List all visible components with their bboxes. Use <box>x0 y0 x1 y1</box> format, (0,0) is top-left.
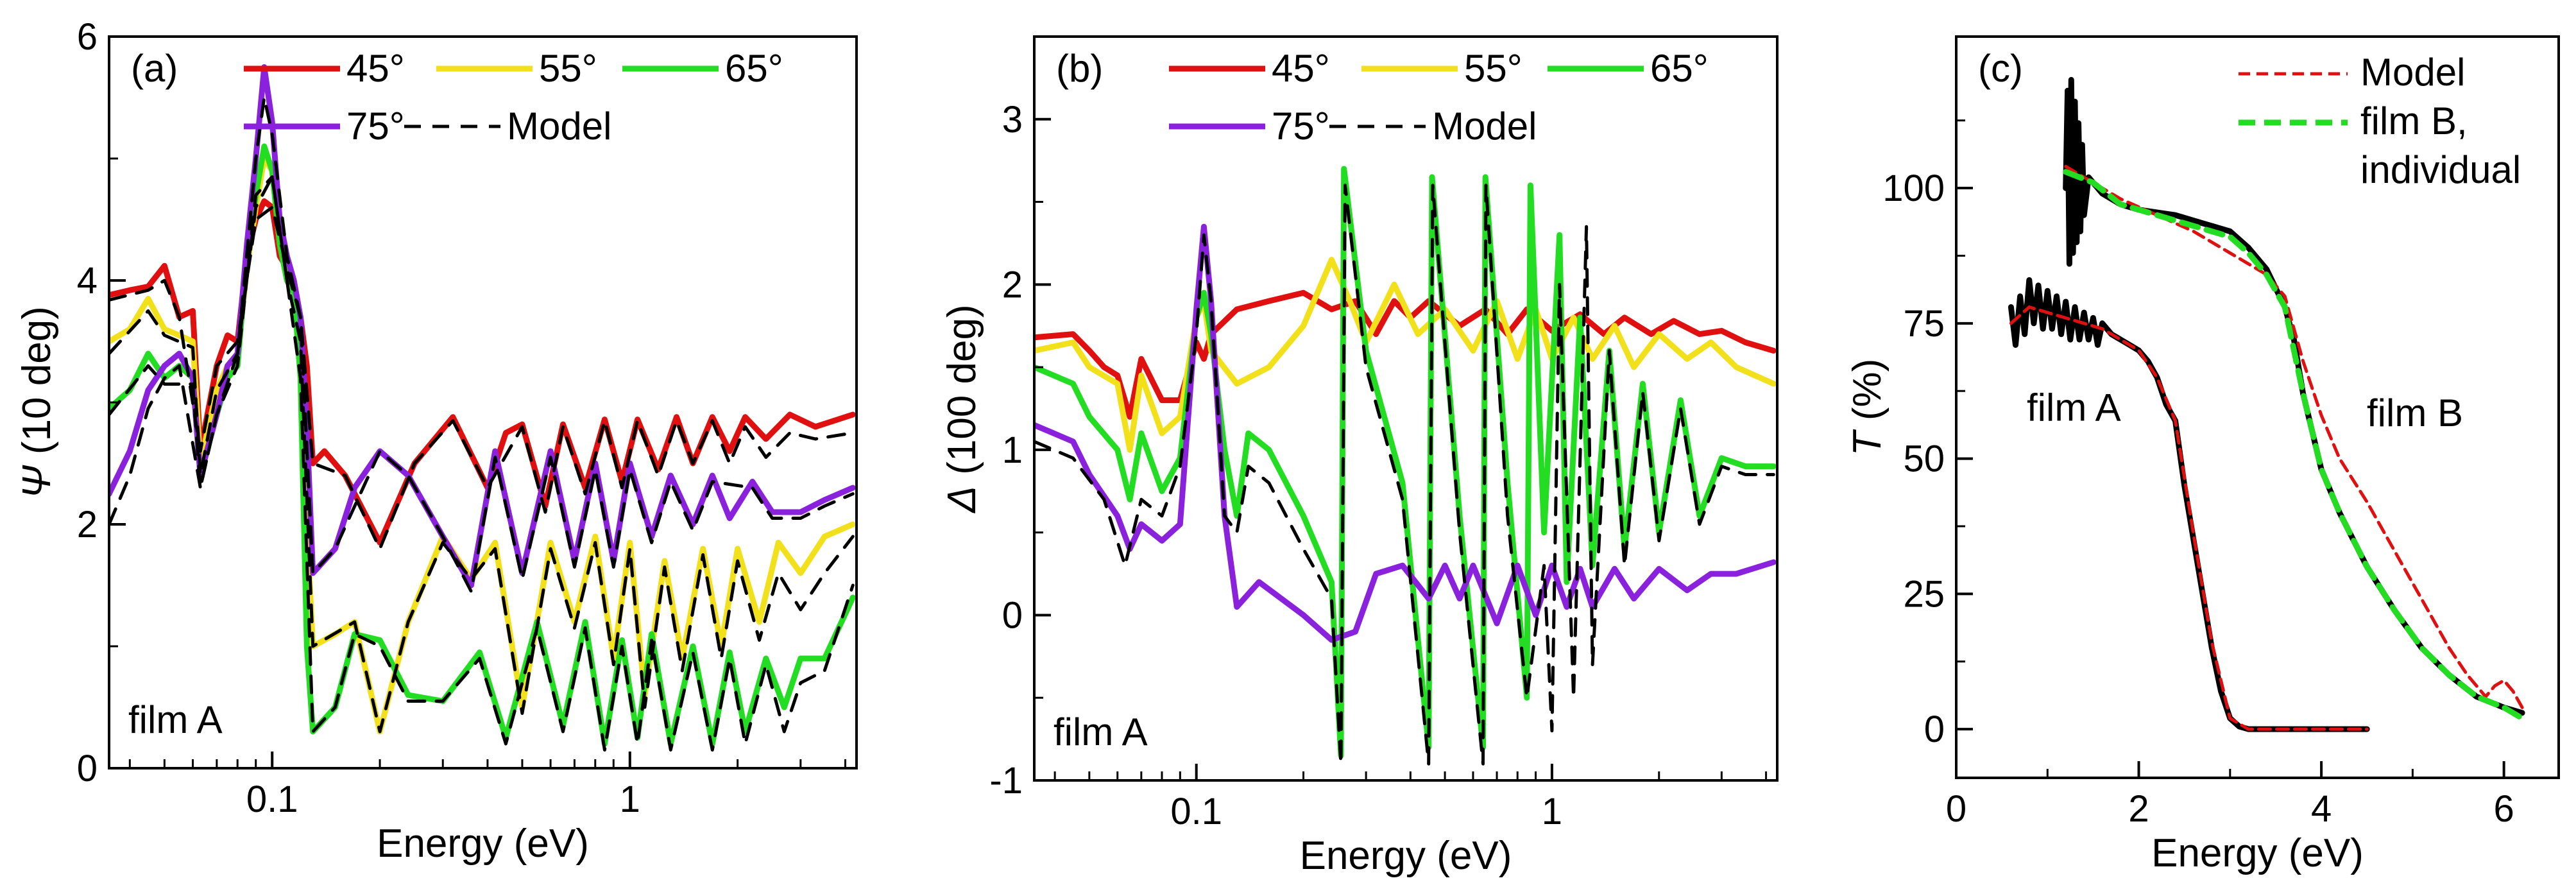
series-line-filmB <box>2063 169 2525 721</box>
legend: 45° 55° 65° 75° Model <box>244 47 783 148</box>
y-tick-label: 0 <box>77 748 98 789</box>
series-line-65 <box>1034 166 1777 759</box>
annotation-film-a: film A <box>2027 386 2121 429</box>
y-tick-label: 2 <box>1002 264 1023 305</box>
x-axis-title: Energy (eV) <box>377 821 589 866</box>
plot-frame <box>1033 35 1778 782</box>
legend-label: individual <box>2360 148 2521 191</box>
annotation-film-b: film B <box>2367 391 2463 434</box>
annotation-film-a: film A <box>128 698 223 741</box>
y-tick-label: 50 <box>1903 438 1945 480</box>
series-line-model75 <box>109 96 855 593</box>
series-line-55 <box>109 155 856 735</box>
panel-a: 0.1 1 0 2 4 6 Energy (eV) Ψ (10 deg) (a) film A 45… <box>15 16 858 866</box>
legend: 45° 55° 65° 75° Model <box>1169 47 1709 148</box>
x-tick-label: 6 <box>2494 788 2514 830</box>
x-tick-label: 1 <box>620 778 640 820</box>
y-tick-label: 0 <box>1002 594 1023 636</box>
panel-label: (b) <box>1056 47 1103 90</box>
legend-label: 75° <box>346 105 405 148</box>
legend-label: 55° <box>539 47 597 90</box>
series-line-dataA <box>2008 277 2370 732</box>
y-tick-label: 6 <box>77 16 98 58</box>
y-tick-label: 100 <box>1882 168 1945 209</box>
y-axis-symbol: T <box>1845 429 1889 456</box>
legend-label: film B, <box>2360 99 2468 142</box>
x-axis-title: Energy (eV) <box>2151 831 2364 875</box>
x-tick-label: 0 <box>1946 788 1966 830</box>
x-tick-label: 1 <box>1542 791 1562 832</box>
series-group <box>1034 166 1777 766</box>
legend-label: 45° <box>1272 47 1330 90</box>
series-line-75 <box>109 64 856 589</box>
x-tick-label: 0.1 <box>1170 791 1222 832</box>
series-line-45 <box>109 198 856 546</box>
plot-frame <box>1955 35 2560 779</box>
series-line-model <box>1034 184 1775 766</box>
series-line-model45 <box>109 205 855 551</box>
y-tick-label: 25 <box>1903 573 1945 615</box>
legend-label: 65° <box>1650 47 1709 90</box>
legend-label: Model <box>1432 105 1537 148</box>
y-axis-unit: (10 deg) <box>15 306 59 465</box>
series-line-model55 <box>109 175 855 734</box>
y-axis-title: T (%) <box>1845 359 1889 456</box>
x-axis-title: Energy (eV) <box>1300 834 1512 878</box>
series-line-75 <box>1034 223 1777 643</box>
panel-label: (c) <box>1978 47 2023 90</box>
series-group <box>2008 76 2525 732</box>
panel-c: 0 2 4 6 0 25 50 75 100 Energy (eV) T (%) (c) film A f… <box>1845 35 2560 875</box>
y-tick-label: 4 <box>77 260 98 302</box>
series-line-45 <box>1034 289 1777 420</box>
y-axis-symbol: Ψ <box>15 465 59 499</box>
y-tick-label: 2 <box>77 504 98 546</box>
y-tick-label: 3 <box>1002 99 1023 141</box>
annotation-film-a: film A <box>1053 710 1148 753</box>
x-tick-label: 2 <box>2128 788 2149 830</box>
y-axis-unit: (%) <box>1845 359 1889 432</box>
legend-label: 65° <box>725 47 783 90</box>
series-line-modelB <box>2064 164 2524 709</box>
legend-label: 55° <box>1464 47 1523 90</box>
series-line-55 <box>1034 257 1777 453</box>
legend-label: Model <box>2360 51 2465 94</box>
y-axis-unit: (100 deg) <box>940 304 984 486</box>
legend: Model film B, individual <box>2239 51 2521 191</box>
y-tick-label: 1 <box>1002 429 1023 471</box>
panel-b: 0.1 1 -1 0 1 2 3 Energy (eV) Δ (100 deg) (b) film … <box>940 35 1778 878</box>
series-line-modelA <box>2009 305 2369 731</box>
y-tick-label: -1 <box>989 760 1023 802</box>
y-axis-title: Ψ (10 deg) <box>15 306 59 499</box>
y-tick-label: 75 <box>1903 303 1945 345</box>
legend-label: 75° <box>1272 105 1330 148</box>
x-tick-label: 0.1 <box>246 778 298 820</box>
legend-label: Model <box>507 105 611 148</box>
series-line-model65 <box>109 175 855 752</box>
series-group <box>109 64 856 752</box>
y-tick-label: 0 <box>1924 709 1945 750</box>
x-tick-label: 4 <box>2311 788 2332 830</box>
series-line-65 <box>109 143 856 747</box>
y-axis-title: Δ (100 deg) <box>940 304 984 513</box>
y-axis-symbol: Δ <box>940 486 984 514</box>
legend-label: 45° <box>346 47 405 90</box>
panel-label: (a) <box>131 47 178 90</box>
